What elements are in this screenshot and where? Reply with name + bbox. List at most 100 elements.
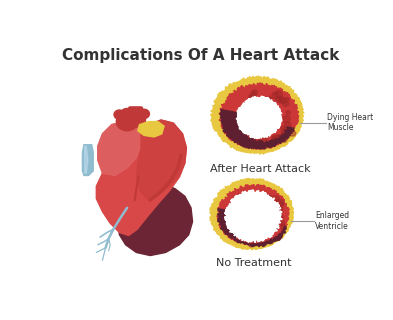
Ellipse shape bbox=[282, 135, 287, 142]
Ellipse shape bbox=[256, 99, 263, 105]
Ellipse shape bbox=[279, 207, 283, 210]
Ellipse shape bbox=[254, 232, 260, 237]
Polygon shape bbox=[209, 179, 294, 250]
Ellipse shape bbox=[271, 223, 279, 229]
Ellipse shape bbox=[257, 195, 260, 202]
Ellipse shape bbox=[259, 197, 263, 202]
Ellipse shape bbox=[243, 198, 250, 205]
Ellipse shape bbox=[253, 135, 261, 142]
Ellipse shape bbox=[139, 109, 149, 118]
Polygon shape bbox=[220, 109, 294, 149]
Text: Enlarged
Ventricle: Enlarged Ventricle bbox=[315, 211, 349, 231]
Text: Dying Heart
Muscle: Dying Heart Muscle bbox=[327, 113, 373, 132]
Ellipse shape bbox=[277, 220, 285, 226]
Ellipse shape bbox=[244, 103, 250, 110]
Ellipse shape bbox=[256, 234, 260, 241]
Polygon shape bbox=[98, 122, 141, 175]
Ellipse shape bbox=[276, 135, 282, 138]
Ellipse shape bbox=[243, 202, 249, 206]
Ellipse shape bbox=[267, 229, 274, 234]
Polygon shape bbox=[118, 185, 193, 256]
Polygon shape bbox=[217, 209, 286, 246]
Ellipse shape bbox=[237, 133, 244, 138]
Ellipse shape bbox=[273, 136, 276, 143]
Ellipse shape bbox=[289, 131, 296, 136]
Polygon shape bbox=[83, 145, 93, 175]
Ellipse shape bbox=[275, 91, 282, 98]
Ellipse shape bbox=[227, 211, 234, 216]
Ellipse shape bbox=[248, 240, 254, 247]
Ellipse shape bbox=[272, 196, 279, 201]
Polygon shape bbox=[219, 83, 299, 149]
Ellipse shape bbox=[272, 92, 279, 99]
Ellipse shape bbox=[242, 135, 247, 142]
Ellipse shape bbox=[239, 228, 244, 236]
Ellipse shape bbox=[127, 112, 145, 127]
Ellipse shape bbox=[277, 202, 284, 207]
Ellipse shape bbox=[276, 97, 282, 101]
Polygon shape bbox=[236, 96, 282, 139]
Ellipse shape bbox=[275, 135, 281, 139]
Ellipse shape bbox=[244, 232, 250, 240]
Ellipse shape bbox=[281, 224, 285, 231]
Ellipse shape bbox=[259, 236, 264, 244]
Ellipse shape bbox=[264, 97, 270, 104]
Text: Complications Of A Heart Attack: Complications Of A Heart Attack bbox=[62, 48, 340, 63]
Ellipse shape bbox=[286, 111, 290, 115]
Ellipse shape bbox=[248, 199, 254, 204]
Ellipse shape bbox=[247, 139, 253, 144]
Ellipse shape bbox=[233, 119, 239, 124]
Ellipse shape bbox=[230, 116, 235, 121]
Ellipse shape bbox=[251, 91, 256, 99]
Ellipse shape bbox=[259, 231, 265, 237]
Ellipse shape bbox=[243, 133, 250, 139]
Polygon shape bbox=[85, 146, 88, 173]
Ellipse shape bbox=[250, 233, 257, 237]
Ellipse shape bbox=[283, 127, 290, 132]
Ellipse shape bbox=[246, 193, 252, 198]
Ellipse shape bbox=[268, 195, 272, 198]
Ellipse shape bbox=[252, 194, 259, 199]
Ellipse shape bbox=[252, 90, 257, 95]
Ellipse shape bbox=[287, 127, 292, 132]
Ellipse shape bbox=[279, 97, 284, 103]
FancyBboxPatch shape bbox=[129, 107, 143, 127]
Ellipse shape bbox=[121, 108, 133, 118]
Ellipse shape bbox=[232, 201, 235, 208]
Ellipse shape bbox=[281, 131, 285, 134]
Polygon shape bbox=[136, 120, 186, 200]
Polygon shape bbox=[211, 76, 304, 154]
Ellipse shape bbox=[114, 110, 125, 119]
Ellipse shape bbox=[131, 108, 142, 117]
Ellipse shape bbox=[257, 196, 262, 204]
Ellipse shape bbox=[239, 233, 244, 237]
Ellipse shape bbox=[283, 132, 287, 138]
Ellipse shape bbox=[276, 199, 284, 205]
Ellipse shape bbox=[281, 97, 286, 103]
Ellipse shape bbox=[234, 227, 241, 235]
Ellipse shape bbox=[116, 112, 138, 131]
Ellipse shape bbox=[277, 214, 283, 219]
Polygon shape bbox=[217, 184, 289, 245]
Polygon shape bbox=[138, 122, 164, 137]
Ellipse shape bbox=[250, 142, 255, 149]
Ellipse shape bbox=[285, 122, 291, 128]
Ellipse shape bbox=[283, 101, 289, 107]
Ellipse shape bbox=[235, 211, 242, 216]
Ellipse shape bbox=[244, 230, 252, 237]
Ellipse shape bbox=[230, 221, 235, 225]
Ellipse shape bbox=[272, 135, 279, 139]
Ellipse shape bbox=[285, 98, 289, 101]
Ellipse shape bbox=[240, 202, 247, 206]
Ellipse shape bbox=[241, 231, 248, 237]
Ellipse shape bbox=[238, 197, 246, 201]
Ellipse shape bbox=[268, 96, 272, 101]
Text: After Heart Attack: After Heart Attack bbox=[209, 164, 310, 173]
Ellipse shape bbox=[266, 229, 272, 236]
Ellipse shape bbox=[274, 208, 280, 211]
Ellipse shape bbox=[261, 137, 267, 143]
Ellipse shape bbox=[283, 116, 290, 123]
Ellipse shape bbox=[271, 137, 277, 144]
Ellipse shape bbox=[252, 140, 256, 144]
Polygon shape bbox=[224, 190, 282, 243]
